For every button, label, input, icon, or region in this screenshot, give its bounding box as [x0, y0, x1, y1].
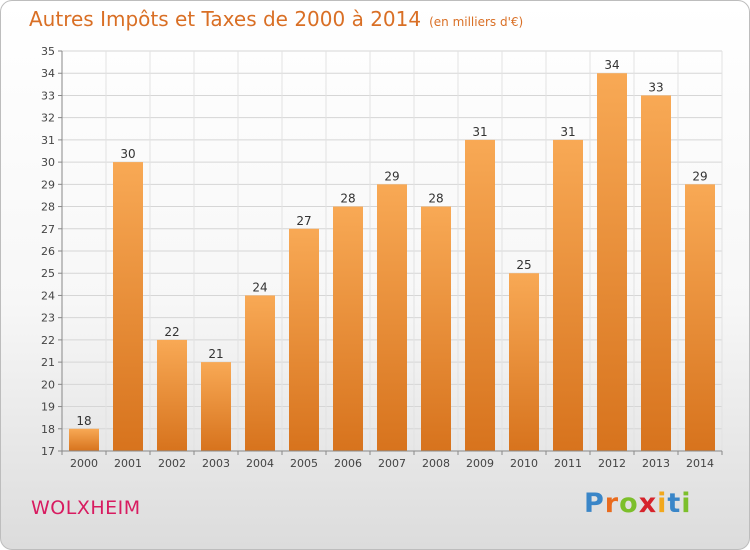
logo-letter: r — [604, 488, 620, 519]
x-tick-label: 2005 — [290, 457, 318, 470]
x-tick-label: 2010 — [510, 457, 538, 470]
data-label: 29 — [692, 169, 707, 183]
y-tick-label: 21 — [41, 356, 55, 369]
x-tick-label: 2004 — [246, 457, 274, 470]
y-tick-label: 30 — [41, 156, 55, 169]
commune-name: WOLXHEIM — [31, 497, 141, 519]
bar-2010 — [509, 273, 539, 451]
data-label: 28 — [340, 192, 355, 206]
data-label: 22 — [164, 325, 179, 339]
data-label: 28 — [428, 192, 443, 206]
x-tick-label: 2012 — [598, 457, 626, 470]
x-tick-label: 2002 — [158, 457, 186, 470]
x-tick-label: 2011 — [554, 457, 582, 470]
x-tick-label: 2007 — [378, 457, 406, 470]
data-label: 27 — [296, 214, 311, 228]
data-label: 31 — [560, 125, 575, 139]
bar-2009 — [465, 139, 495, 451]
y-tick-label: 28 — [41, 201, 55, 214]
proxiti-logo[interactable]: Proxiti — [584, 488, 692, 519]
bar-2001 — [113, 162, 143, 451]
logo-letter: t — [667, 488, 682, 519]
data-label: 25 — [516, 258, 531, 272]
y-tick-label: 32 — [41, 112, 55, 125]
bar-2000 — [69, 428, 99, 451]
logo-letter: P — [584, 488, 605, 519]
title-unit: (en milliers d'€) — [429, 15, 524, 29]
bar-2008 — [421, 206, 451, 451]
x-tick-label: 2013 — [642, 457, 670, 470]
y-tick-label: 18 — [41, 423, 55, 436]
data-label: 33 — [648, 80, 663, 94]
y-tick-label: 35 — [41, 45, 55, 58]
y-tick-label: 24 — [41, 289, 55, 302]
y-tick-label: 29 — [41, 178, 55, 191]
bar-2007 — [377, 184, 407, 452]
bar-2003 — [201, 362, 231, 451]
data-label: 30 — [120, 147, 135, 161]
bar-2005 — [289, 228, 319, 451]
y-tick-label: 20 — [41, 378, 55, 391]
bar-2013 — [641, 95, 671, 451]
bar-2012 — [597, 73, 627, 451]
data-label: 24 — [252, 280, 267, 294]
y-tick-label: 17 — [41, 445, 55, 458]
x-tick-label: 2009 — [466, 457, 494, 470]
bar-2002 — [157, 339, 187, 451]
data-label: 31 — [472, 125, 487, 139]
data-label: 18 — [76, 414, 91, 428]
y-tick-label: 27 — [41, 223, 55, 236]
y-tick-label: 19 — [41, 401, 55, 414]
logo-letter: i — [681, 488, 692, 519]
title-text: Autres Impôts et Taxes de 2000 à 2014 — [29, 7, 422, 31]
y-tick-label: 26 — [41, 245, 55, 258]
logo-letter: x — [638, 488, 658, 519]
chart-title: Autres Impôts et Taxes de 2000 à 2014 (en… — [29, 7, 523, 31]
y-tick-label: 34 — [41, 67, 55, 80]
data-label: 29 — [384, 169, 399, 183]
y-tick-label: 31 — [41, 134, 55, 147]
data-label: 21 — [208, 347, 223, 361]
x-tick-label: 2003 — [202, 457, 230, 470]
y-tick-label: 23 — [41, 312, 55, 325]
x-tick-label: 2006 — [334, 457, 362, 470]
x-tick-label: 2014 — [686, 457, 714, 470]
x-tick-label: 2001 — [114, 457, 142, 470]
x-tick-label: 2000 — [70, 457, 98, 470]
bar-2004 — [245, 295, 275, 451]
bar-2011 — [553, 139, 583, 451]
logo-letter: i — [657, 488, 668, 519]
data-label: 34 — [604, 58, 619, 72]
y-tick-label: 22 — [41, 334, 55, 347]
y-tick-label: 33 — [41, 89, 55, 102]
y-tick-label: 25 — [41, 267, 55, 280]
x-tick-label: 2008 — [422, 457, 450, 470]
logo-letter: o — [619, 488, 639, 519]
bar-2014 — [685, 184, 715, 452]
bar-2006 — [333, 206, 363, 451]
